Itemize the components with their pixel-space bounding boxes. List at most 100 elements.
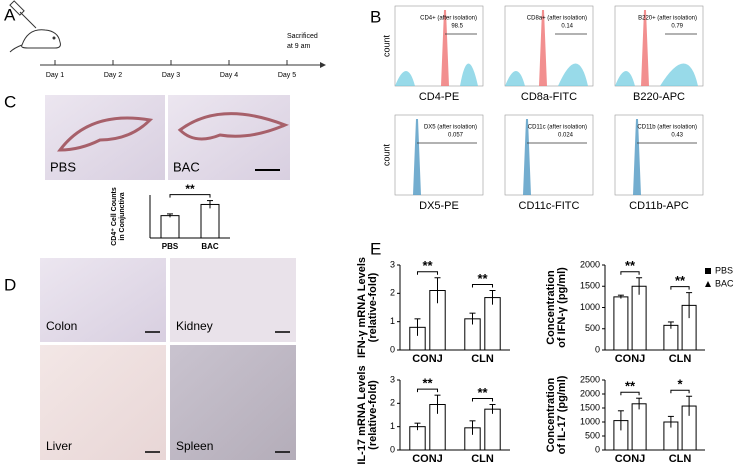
bracket [471,398,494,402]
flow-xlabel: DX5-PE [419,200,459,212]
x-tick-label: CLN [669,453,692,465]
gate-value: 0.057 [448,133,464,139]
image-label: PBS [50,159,76,174]
scale-bars [145,331,290,453]
y-tick-label: 1500 [580,281,600,291]
note: at 9 am [287,43,311,50]
flow-plot [394,114,484,196]
histogram [505,10,547,86]
bar [631,403,647,451]
day-label: Day 1 [46,72,64,79]
x-tick-label: CLN [471,453,494,465]
bar [663,324,679,351]
x-tick-label: CLN [669,353,692,365]
panel-letter: A [4,5,16,24]
gate-value: 0.14 [561,24,573,30]
bar [484,408,501,451]
x-tick-label: PBS [162,242,179,251]
tissue-stain [56,116,154,152]
day-label: Day 4 [220,72,238,79]
bar [631,285,647,351]
image-label: BAC [173,159,200,174]
y-tick-label: 1500 [580,402,600,412]
image-pbs [45,95,165,180]
y-tick-label: 1000 [580,302,600,312]
y-axis-label: IFN-γ mRNA Levels [356,257,368,358]
image-label: Colon [46,319,77,333]
flow-plot [504,114,594,196]
note: Sacrificed [287,33,318,40]
arrow-head [320,62,326,68]
significance: ** [422,258,433,273]
histogram [395,63,478,86]
y-axis-label: in Conjunctiva [119,192,126,240]
flow-ylabel: count [381,143,391,166]
y-tick-label: 0 [595,344,600,354]
y-tick-label: 2000 [580,259,600,269]
bar [160,215,180,239]
y-axis-label: (relative-fold) [367,272,379,342]
bar [484,297,501,351]
significance: ** [422,376,433,391]
gate-value: 98.5 [451,24,463,30]
day-label: Day 5 [278,72,296,79]
x-tick-label: CONJ [412,353,443,365]
histogram [615,63,698,86]
day-label: Day 3 [162,72,180,79]
image-label: Liver [46,439,72,453]
flow-xlabel: CD4-PE [419,91,459,103]
legend-label: BAC [715,278,734,288]
image-colon [40,258,166,342]
y-tick-label: 2500 [580,374,600,384]
y-tick-label: 1 [390,316,395,326]
flow-ylabel: count [381,34,391,57]
significance: ** [625,258,636,273]
y-tick-label: 1 [390,421,395,431]
bracket [471,284,494,288]
legend-marker [705,268,711,274]
y-tick-label: 1000 [580,416,600,426]
day-label: Day 2 [104,72,122,79]
flow-xlabel: B220-APC [633,91,685,103]
y-tick-label: 500 [585,323,600,333]
image-label: Kidney [176,319,213,333]
gate-label: B220+ (after isolation) [638,16,697,22]
y-axis-label: of IL-17 (pg/ml) [556,375,568,454]
y-tick-label: 500 [585,430,600,440]
histogram [395,10,449,86]
bracket [670,286,690,290]
significance: ** [477,385,488,400]
y-tick-label: 2 [390,398,395,408]
gate-value: 0.43 [671,133,683,139]
y-tick-label: 2 [390,288,395,298]
bracket [169,194,211,198]
legend-label: PBS [715,265,733,275]
y-axis-label: IL-17 mRNA Levels [356,365,368,464]
bracket [670,389,690,394]
image-kidney [170,258,296,342]
x-tick-label: BAC [201,242,219,251]
image-liver [40,345,166,460]
y-tick-label: 0 [595,444,600,454]
bracket [416,271,439,275]
mouse-icon [9,0,61,53]
gate-label: CD11c (after isolation) [528,125,587,131]
gate-value: 0.79 [671,24,683,30]
flow-xlabel: CD11b-APC [629,200,689,212]
y-tick-label: 3 [390,259,395,269]
panel-letter: D [4,275,16,294]
flow-xlabel: CD11c-FITC [519,200,580,212]
y-tick-label: 3 [390,374,395,384]
histogram [505,119,531,195]
gate-label: CD4+ (after isolation) [420,16,477,22]
bar [613,296,629,351]
bracket [620,271,640,275]
image-label: Spleen [176,439,213,453]
panel-letter: C [4,92,16,111]
flow-xlabel: CD8a-FITC [521,91,577,103]
tissue-stain [177,112,289,141]
significance: ** [185,182,195,196]
flow-plot [614,114,704,196]
y-axis-label: of IFN-γ (pg/ml) [556,267,568,348]
